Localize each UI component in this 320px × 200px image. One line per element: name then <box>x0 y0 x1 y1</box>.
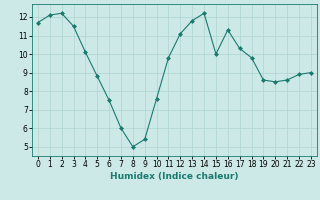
X-axis label: Humidex (Indice chaleur): Humidex (Indice chaleur) <box>110 172 239 181</box>
